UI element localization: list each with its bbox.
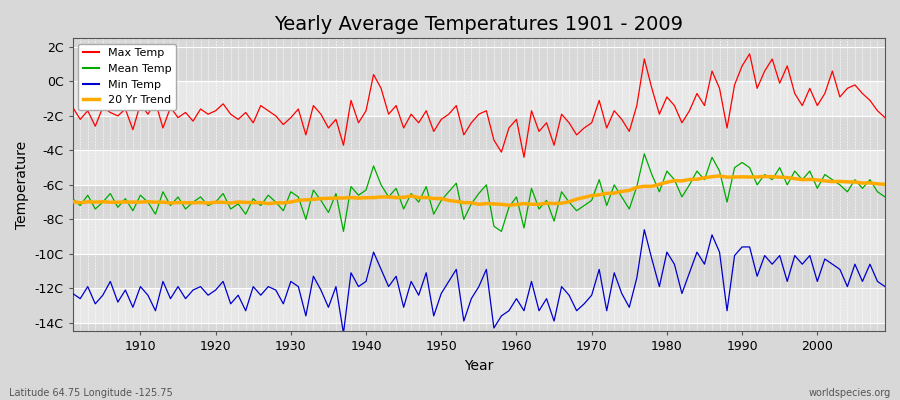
Bar [73,254,885,288]
Bar [73,47,885,82]
X-axis label: Year: Year [464,359,493,373]
Bar [73,185,885,219]
Y-axis label: Temperature: Temperature [15,141,29,229]
Legend: Max Temp, Mean Temp, Min Temp, 20 Yr Trend: Max Temp, Mean Temp, Min Temp, 20 Yr Tre… [78,44,176,110]
Bar [73,219,885,254]
Bar [73,116,885,150]
Title: Yearly Average Temperatures 1901 - 2009: Yearly Average Temperatures 1901 - 2009 [274,15,683,34]
Bar [73,288,885,323]
Text: Latitude 64.75 Longitude -125.75: Latitude 64.75 Longitude -125.75 [9,388,173,398]
Bar [73,82,885,116]
Bar [73,150,885,185]
Text: worldspecies.org: worldspecies.org [809,388,891,398]
